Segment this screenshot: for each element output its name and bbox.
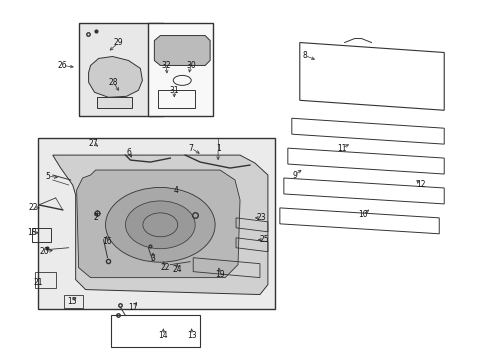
Text: 25: 25 [259, 235, 268, 244]
Bar [32, 228, 51, 242]
Polygon shape [53, 155, 267, 294]
Polygon shape [96, 97, 132, 108]
Bar [158, 90, 195, 108]
Bar [110, 315, 200, 347]
Text: 6: 6 [126, 148, 131, 157]
Text: 17: 17 [128, 303, 138, 312]
Text: 7: 7 [188, 144, 193, 153]
Text: 10: 10 [357, 210, 366, 219]
Bar [79, 23, 163, 116]
Text: 1: 1 [215, 144, 220, 153]
Text: 13: 13 [187, 331, 197, 340]
Ellipse shape [105, 188, 215, 262]
Text: 8: 8 [302, 51, 306, 60]
Text: 18: 18 [27, 228, 37, 237]
Text: 30: 30 [186, 61, 196, 70]
Text: 16: 16 [102, 237, 111, 246]
Text: 32: 32 [161, 61, 171, 70]
Polygon shape [88, 57, 142, 97]
Text: 21: 21 [33, 278, 42, 287]
Text: 24: 24 [172, 265, 182, 274]
Text: 26: 26 [58, 61, 67, 70]
Text: 11: 11 [336, 144, 346, 153]
Bar [38, 138, 274, 310]
Text: 22: 22 [160, 263, 170, 272]
Text: 3: 3 [150, 254, 155, 263]
Text: 9: 9 [292, 171, 297, 180]
Text: 20: 20 [40, 247, 49, 256]
Bar [35, 272, 56, 288]
Bar [63, 294, 82, 307]
Text: 4: 4 [173, 186, 178, 195]
Text: 2: 2 [93, 213, 98, 222]
Text: 29: 29 [113, 38, 123, 47]
Text: 28: 28 [108, 78, 118, 87]
Bar [148, 23, 213, 116]
Text: 27: 27 [89, 139, 98, 148]
Polygon shape [77, 170, 240, 278]
Text: 5: 5 [45, 171, 50, 180]
Text: 15: 15 [67, 297, 76, 306]
Text: 19: 19 [215, 270, 224, 279]
Ellipse shape [125, 201, 195, 249]
Text: 12: 12 [416, 180, 425, 189]
Text: 22: 22 [28, 203, 38, 212]
Polygon shape [154, 36, 210, 66]
Text: 31: 31 [169, 86, 179, 95]
Text: 23: 23 [256, 213, 265, 222]
Text: 14: 14 [158, 331, 168, 340]
